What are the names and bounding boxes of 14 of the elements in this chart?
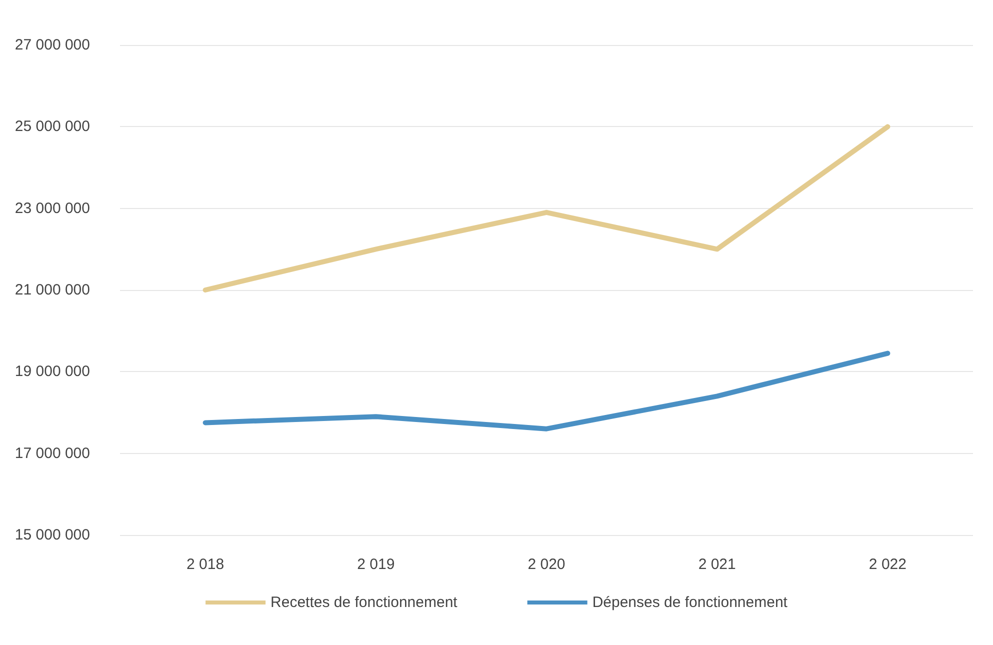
y-tick-label: 23 000 000: [14, 200, 90, 217]
x-tick-label: 2 018: [186, 556, 224, 573]
y-tick-label: 25 000 000: [14, 118, 90, 136]
y-tick-label: 27 000 000: [14, 36, 90, 54]
x-tick-label: 2 020: [528, 556, 566, 573]
x-tick-label: 2 021: [698, 556, 736, 573]
x-tick-label: 2 022: [868, 556, 906, 573]
legend-label: Recettes de fonctionnement: [270, 594, 458, 611]
legend-label: Dépenses de fonctionnement: [592, 594, 788, 611]
y-tick-label: 21 000 000: [14, 282, 90, 298]
y-tick-label: 15 000 000: [14, 526, 90, 544]
y-tick-label: 19 000 000: [14, 363, 90, 380]
y-tick-label: 17 000 000: [14, 444, 90, 462]
x-tick-label: 2 019: [357, 556, 395, 573]
